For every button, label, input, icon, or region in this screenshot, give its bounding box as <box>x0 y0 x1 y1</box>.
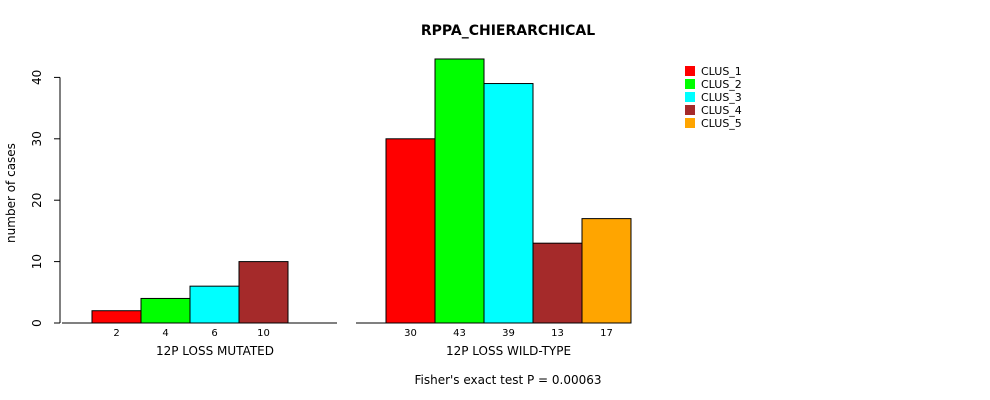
legend-label: CLUS_2 <box>701 78 742 91</box>
chart-title: RPPA_CHIERARCHICAL <box>421 23 595 39</box>
bar-clus-3 <box>483 83 534 324</box>
y-tick-label: 40 <box>30 70 44 85</box>
bar-clus-4 <box>532 242 583 324</box>
bars: 2 4 6 10 30 43 39 13 17 <box>91 58 632 339</box>
y-tick-label: 0 <box>30 319 44 327</box>
y-axis: 0 10 20 30 40 <box>30 70 61 327</box>
group-label: 12P LOSS MUTATED <box>156 344 274 358</box>
bar-value-label: 30 <box>404 328 417 339</box>
legend-label: CLUS_1 <box>701 65 742 78</box>
legend-swatch <box>685 66 695 76</box>
y-tick-label: 30 <box>30 131 44 146</box>
fisher-test-annotation: Fisher's exact test P = 0.00063 <box>414 373 601 387</box>
bar-value-label: 17 <box>600 328 613 339</box>
legend-swatch <box>685 92 695 102</box>
bar-value-label: 13 <box>551 328 564 339</box>
bar-value-label: 6 <box>211 328 217 339</box>
bar-clus-4 <box>238 261 289 324</box>
bar-clus-3 <box>189 285 240 324</box>
legend-label: CLUS_5 <box>701 117 742 130</box>
bar-clus-5 <box>581 218 632 324</box>
bar-clus-1 <box>385 138 436 324</box>
legend-swatch <box>685 105 695 115</box>
bar-clus-2 <box>140 297 191 324</box>
bar-value-label: 2 <box>113 328 119 339</box>
bar-clus-2 <box>434 58 485 324</box>
y-axis-title: number of cases <box>4 143 18 243</box>
y-tick-label: 20 <box>30 193 44 208</box>
group-axes: 12P LOSS MUTATED 12P LOSS WILD-TYPE <box>62 322 631 358</box>
y-tick-label: 10 <box>30 254 44 269</box>
legend-swatch <box>685 79 695 89</box>
legend-label: CLUS_4 <box>701 104 742 117</box>
bar-value-label: 10 <box>257 328 270 339</box>
group-label: 12P LOSS WILD-TYPE <box>446 344 571 358</box>
bar-value-label: 4 <box>162 328 168 339</box>
legend-label: CLUS_3 <box>701 91 742 104</box>
legend-swatch <box>685 118 695 128</box>
bar-value-label: 43 <box>453 328 466 339</box>
bar-value-label: 39 <box>502 328 515 339</box>
bar-clus-1 <box>91 310 142 324</box>
